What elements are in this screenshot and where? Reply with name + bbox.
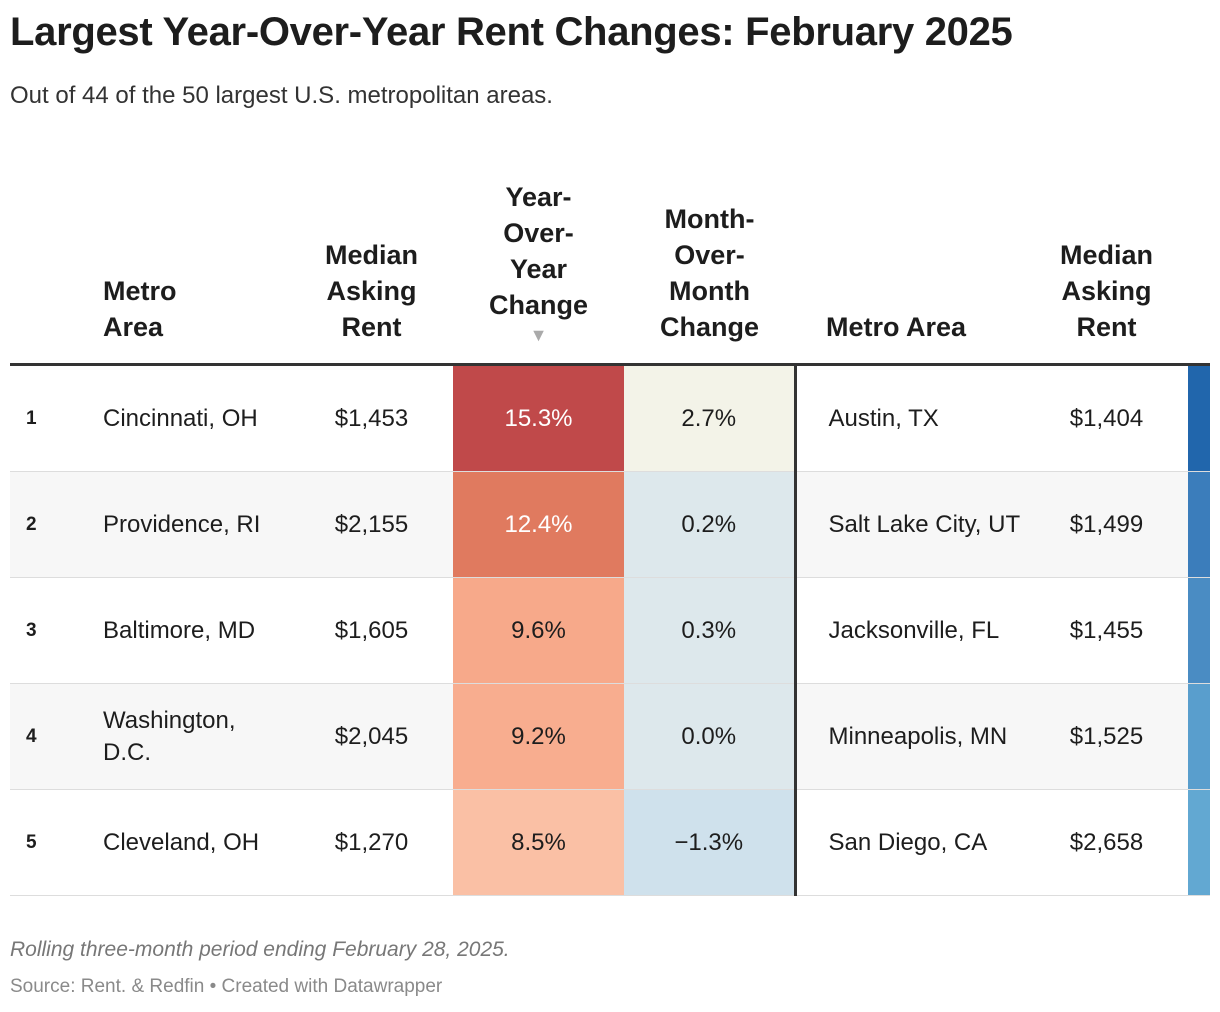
mom-cell: 2.7% (624, 364, 795, 472)
metro-cell: Providence, RI (100, 471, 290, 578)
metro-cell: Austin, TX (793, 364, 1025, 472)
table-row: 4 Washington, D.C. $2,045 9.2% 0.0% Minneapol… (10, 683, 1210, 790)
color-strip (1188, 471, 1210, 578)
sort-arrow: ▼ (529, 325, 548, 345)
rank-header (10, 165, 100, 366)
cell-text: 1 (26, 407, 37, 429)
column-header[interactable]: Year-Over-Year Change ▼ (453, 165, 624, 366)
cell-text: 5 (26, 831, 37, 853)
cell-text: $2,045 (334, 722, 409, 750)
title: Largest Year-Over-Year Rent Changes: Feb… (10, 10, 1013, 54)
rank-cell: 4 (10, 683, 100, 790)
cell-text: 3 (26, 619, 37, 641)
cell-text: 2.7% (681, 404, 737, 432)
rent-cell: $1,605 (290, 577, 453, 684)
cell-text: 0.3% (681, 616, 737, 644)
metro-cell: San Diego, CA (793, 789, 1025, 896)
cell-text: $1,499 (1069, 510, 1144, 538)
rent-cell: $1,525 (1025, 683, 1188, 790)
cell-text: $1,455 (1069, 616, 1144, 644)
rent-cell: $2,045 (290, 683, 453, 790)
rent-cell: $1,270 (290, 789, 453, 896)
cell-text: −1.3% (674, 828, 744, 856)
metro-cell: Cincinnati, OH (100, 364, 290, 472)
cell-text: 0.2% (681, 510, 737, 538)
column-header: Month-Over-Month Change (624, 165, 795, 366)
column-header: Metro Area (795, 165, 1025, 366)
cell-text: Cincinnati, OH (103, 404, 258, 432)
cell-text: 9.6% (511, 616, 566, 644)
header-cell (1188, 165, 1210, 366)
table-row: 2 Providence, RI $2,155 12.4% 0.2% Salt Lake … (10, 471, 1210, 578)
cell-text: 0.0% (681, 722, 737, 750)
rank-cell: 5 (10, 789, 100, 896)
cell-text: Minneapolis, MN (828, 722, 1008, 750)
metro-cell: Baltimore, MD (100, 577, 290, 684)
metro-cell: Jacksonville, FL (793, 577, 1025, 684)
metro-cell: Washington, D.C. (100, 683, 290, 790)
yoy-cell: 15.3% (453, 364, 624, 472)
cell-text: 8.5% (511, 828, 566, 856)
cell-text: $1,404 (1069, 404, 1144, 432)
rent-cell: $1,453 (290, 364, 453, 472)
column-header: Metro Area (100, 165, 290, 366)
yoy-cell: 9.2% (453, 683, 624, 790)
source: Source: Rent. & Redfin • Created with Da… (10, 976, 443, 997)
cell-text: 9.2% (511, 722, 566, 750)
cell-text: Baltimore, MD (103, 616, 256, 644)
cell-text: Washington, D.C. (103, 706, 236, 766)
cell-text: $1,605 (334, 616, 409, 644)
rent-cell: $2,155 (290, 471, 453, 578)
yoy-cell: 9.6% (453, 577, 624, 684)
rent-cell: $1,499 (1025, 471, 1188, 578)
header-row: Metro Area Median Asking Rent Year-Over-… (10, 165, 1210, 366)
rank-cell: 3 (10, 577, 100, 684)
column-header: Median Asking Rent (290, 165, 453, 366)
rent-cell: $1,404 (1025, 364, 1188, 472)
color-strip (1188, 364, 1210, 472)
cell-text: $2,658 (1069, 828, 1144, 856)
color-strip (1188, 789, 1210, 896)
column-header: Median Asking Rent (1025, 165, 1188, 366)
mom-cell: −1.3% (624, 789, 795, 896)
rank-cell: 2 (10, 471, 100, 578)
mom-cell: 0.0% (624, 683, 795, 790)
cell-text: $1,270 (334, 828, 409, 856)
table-body: 1 Cincinnati, OH $1,453 15.3% 2.7% Austin, TX… (10, 364, 1210, 896)
cell-text: 4 (26, 725, 37, 747)
cell-text: 15.3% (504, 404, 573, 432)
cell-text: 2 (26, 513, 37, 535)
table-row: 1 Cincinnati, OH $1,453 15.3% 2.7% Austin, TX… (10, 364, 1210, 472)
cell-text: $2,155 (334, 510, 409, 538)
cell-text: Providence, RI (103, 510, 261, 538)
yoy-cell: 8.5% (453, 789, 624, 896)
rent-cell: $1,455 (1025, 577, 1188, 684)
table-row: 5 Cleveland, OH $1,270 8.5% −1.3% San Diego, … (10, 789, 1210, 896)
mom-cell: 0.2% (624, 471, 795, 578)
cell-text: 12.4% (504, 510, 573, 538)
subtitle: Out of 44 of the 50 largest U.S. metropo… (10, 82, 553, 109)
metro-cell: Cleveland, OH (100, 789, 290, 896)
cell-text: San Diego, CA (828, 828, 988, 856)
color-strip (1188, 683, 1210, 790)
cell-text: Austin, TX (828, 404, 939, 432)
cell-text: Jacksonville, FL (828, 616, 1000, 644)
metro-cell: Minneapolis, MN (793, 683, 1025, 790)
metro-cell: Salt Lake City, UT (793, 471, 1025, 578)
yoy-cell: 12.4% (453, 471, 624, 578)
table: Metro Area Median Asking Rent Year-Over-… (10, 165, 1210, 896)
cell-text: Cleveland, OH (103, 828, 260, 856)
rent-cell: $2,658 (1025, 789, 1188, 896)
mom-cell: 0.3% (624, 577, 795, 684)
cell-text: Salt Lake City, UT (828, 510, 1021, 538)
footnote: Rolling three-month period ending Februa… (10, 938, 510, 961)
color-strip (1188, 577, 1210, 684)
rank-cell: 1 (10, 364, 100, 472)
cell-text: $1,453 (334, 404, 409, 432)
cell-text: $1,525 (1069, 722, 1144, 750)
table-row: 3 Baltimore, MD $1,605 9.6% 0.3% Jacksonville… (10, 577, 1210, 684)
